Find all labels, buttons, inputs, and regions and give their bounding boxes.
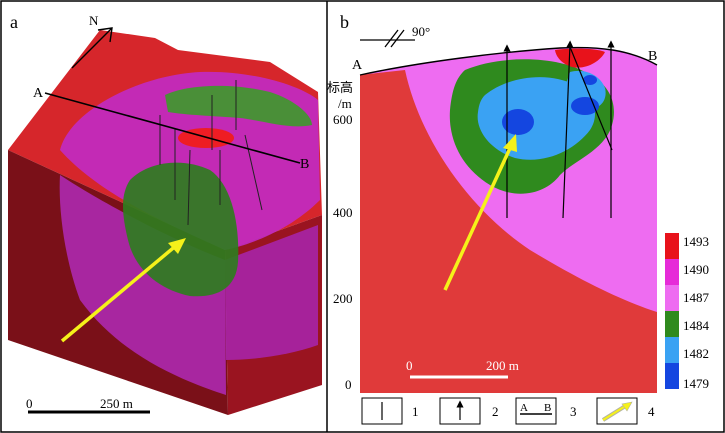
dip-label: 90° [412,24,430,39]
section-a-label: A [33,86,44,101]
panel-a-label: a [10,12,18,32]
color-value-4: 1484 [683,318,710,333]
color-value-3: 1487 [683,290,710,305]
boreholes-3d [159,80,263,226]
legend-number-3: 3 [570,404,577,419]
section-line-ab-3d [44,92,301,164]
section-darkblue-3 [583,75,597,85]
legend-section-a: A [520,402,528,414]
green-zone-top [165,85,312,127]
flow-arrow-3d [60,242,180,343]
section-darkblue-1 [502,109,534,135]
scale-b-zero: 0 [406,358,413,373]
scale-a-zero: 0 [26,396,33,411]
color-value-6: 1479 [683,376,709,391]
flow-arrow-section-head [503,134,517,152]
section-b-start: A [352,58,363,73]
color-swatch-2 [665,259,679,285]
section-darkblue-2 [571,97,599,115]
color-swatch-4 [665,311,679,337]
section-red-top [555,48,605,68]
color-swatch-3 [665,285,679,311]
elevation-tick-200: 200 [333,291,353,306]
elevation-tick-400: 400 [333,205,353,220]
legend: 1 2 A B 3 4 [361,397,655,425]
legend-flow-arrow-head [621,401,633,412]
color-swatch-6 [665,363,679,389]
section-red [360,70,657,393]
flow-arrow-section [443,145,513,291]
section-b-label: B [300,157,309,172]
magenta-zone-right [225,225,318,360]
elevation-tick-600: 600 [333,112,353,127]
legend-section-b: B [544,402,551,414]
legend-box-3 [515,397,557,425]
green-zone-left [123,162,239,297]
panel-a: A B N a 0 250 m [8,12,322,415]
dip-symbol: 90° [360,24,430,48]
panel-b-label: b [340,12,349,32]
flow-arrow-3d-head [168,238,186,254]
color-value-1: 1493 [683,234,709,249]
legend-number-4: 4 [648,404,655,419]
elevation-tick-0: 0 [345,377,352,392]
magenta-zone-left [59,175,226,395]
legend-number-1: 1 [412,404,419,419]
color-swatch-5 [665,337,679,363]
scale-b-value: 200 m [486,358,519,373]
north-arrow: N [71,13,113,69]
panel-b: b 90° [327,12,657,393]
elevation-label-1: 标高 [327,80,353,95]
color-value-5: 1482 [683,346,709,361]
scale-a-value: 250 m [100,396,133,411]
elevation-label-2: /m [338,96,352,111]
color-swatch-1 [665,233,679,259]
surface-line [359,46,658,76]
color-scale: 1493 1490 1487 1484 1482 1479 [665,233,710,391]
north-label: N [89,13,99,28]
legend-number-2: 2 [492,404,499,419]
section-b-end: B [648,49,657,64]
color-value-2: 1490 [683,262,709,277]
legend-flow-arrow-icon [602,404,628,421]
boreholes-section [503,40,615,219]
